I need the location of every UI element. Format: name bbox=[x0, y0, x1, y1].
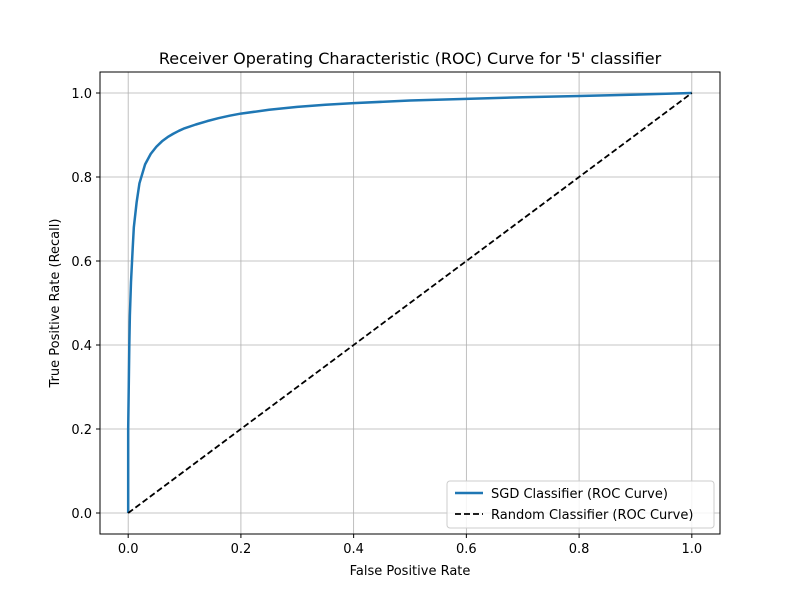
axis-ticks: 0.0 0.2 0.4 0.6 0.8 1.0 0.0 0.2 0.4 0.6 0.8 1.0 bbox=[71, 87, 702, 557]
x-tick-label: 1.0 bbox=[681, 542, 702, 557]
series-lines bbox=[126, 91, 693, 514]
chart-title: Receiver Operating Characteristic (ROC) … bbox=[159, 49, 662, 68]
y-tick-label: 0.8 bbox=[71, 171, 92, 186]
legend-label-sgd: SGD Classifier (ROC Curve) bbox=[491, 487, 668, 502]
legend-box bbox=[446, 480, 715, 529]
y-tick-label: 0.0 bbox=[71, 507, 92, 522]
x-tick-label: 0.2 bbox=[231, 542, 252, 557]
sgd-roc-curve bbox=[126, 91, 692, 513]
y-tick-label: 1.0 bbox=[71, 87, 92, 102]
y-tick-label: 0.6 bbox=[71, 255, 92, 270]
legend-label-random: Random Classifier (ROC Curve) bbox=[491, 508, 693, 523]
x-tick-label: 0.6 bbox=[456, 542, 477, 557]
random-classifier-line bbox=[127, 92, 693, 514]
x-tick-label: 0.8 bbox=[569, 542, 590, 557]
x-tick-label: 0.0 bbox=[118, 542, 139, 557]
x-axis-label: False Positive Rate bbox=[350, 564, 471, 579]
legend: SGD Classifier (ROC Curve) Random Classi… bbox=[446, 480, 715, 529]
y-tick-label: 0.4 bbox=[71, 339, 92, 354]
y-axis-label: True Positive Rate (Recall) bbox=[48, 219, 63, 389]
plot-area-frame bbox=[99, 71, 721, 535]
x-tick-label: 0.4 bbox=[343, 542, 364, 557]
grid-lines bbox=[100, 72, 720, 534]
y-tick-label: 0.2 bbox=[71, 423, 92, 438]
